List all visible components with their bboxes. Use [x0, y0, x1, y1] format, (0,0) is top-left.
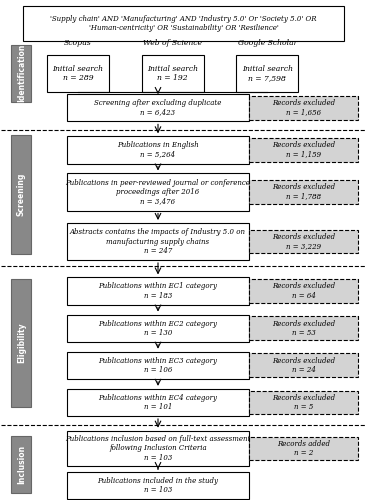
FancyBboxPatch shape — [142, 54, 204, 92]
FancyBboxPatch shape — [11, 278, 32, 407]
Text: Publications within EC2 category
n = 130: Publications within EC2 category n = 130 — [98, 320, 218, 337]
Text: Inclusion: Inclusion — [17, 444, 26, 484]
FancyBboxPatch shape — [67, 94, 249, 122]
FancyBboxPatch shape — [67, 472, 249, 499]
Text: Records added
n = 2: Records added n = 2 — [277, 440, 330, 457]
FancyBboxPatch shape — [11, 44, 32, 102]
FancyBboxPatch shape — [249, 436, 358, 460]
FancyBboxPatch shape — [249, 390, 358, 414]
FancyBboxPatch shape — [11, 135, 32, 254]
Text: Publications included in the study
n = 103: Publications included in the study n = 1… — [98, 477, 218, 494]
FancyBboxPatch shape — [236, 54, 298, 92]
FancyBboxPatch shape — [67, 314, 249, 342]
FancyBboxPatch shape — [23, 6, 344, 41]
FancyBboxPatch shape — [249, 96, 358, 120]
FancyBboxPatch shape — [67, 136, 249, 164]
FancyBboxPatch shape — [67, 223, 249, 260]
Text: Records excluded
n = 64: Records excluded n = 64 — [272, 282, 335, 300]
Text: Publications within EC1 category
n = 183: Publications within EC1 category n = 183 — [98, 282, 218, 300]
FancyBboxPatch shape — [47, 54, 109, 92]
Text: Records excluded
n = 5: Records excluded n = 5 — [272, 394, 335, 411]
FancyBboxPatch shape — [249, 180, 358, 204]
FancyBboxPatch shape — [67, 430, 249, 466]
FancyBboxPatch shape — [249, 354, 358, 377]
Text: Web of Science: Web of Science — [143, 39, 202, 47]
Text: Initial search
n = 7,598: Initial search n = 7,598 — [242, 64, 293, 82]
FancyBboxPatch shape — [67, 174, 249, 210]
Text: Records excluded
n = 1,788: Records excluded n = 1,788 — [272, 184, 335, 200]
Text: Records excluded
n = 24: Records excluded n = 24 — [272, 356, 335, 374]
Text: Google Scholar: Google Scholar — [238, 39, 297, 47]
Text: Publications within EC3 category
n = 106: Publications within EC3 category n = 106 — [98, 356, 218, 374]
Text: Publications in English
n = 5,264: Publications in English n = 5,264 — [117, 142, 199, 158]
Text: Initial search
n = 192: Initial search n = 192 — [147, 64, 198, 82]
Text: Records excluded
n = 1,656: Records excluded n = 1,656 — [272, 99, 335, 116]
FancyBboxPatch shape — [249, 279, 358, 303]
Text: Identification: Identification — [17, 44, 26, 102]
Text: Screening: Screening — [17, 173, 26, 216]
Text: Publications within EC4 category
n = 101: Publications within EC4 category n = 101 — [98, 394, 218, 411]
Text: Publications inclusion based on full-text assessment
following Inclusion Criteri: Publications inclusion based on full-tex… — [65, 436, 251, 462]
FancyBboxPatch shape — [249, 316, 358, 340]
Text: Records excluded
n = 1,159: Records excluded n = 1,159 — [272, 142, 335, 158]
FancyBboxPatch shape — [67, 352, 249, 379]
FancyBboxPatch shape — [67, 389, 249, 416]
Text: Records excluded
n = 53: Records excluded n = 53 — [272, 320, 335, 337]
Text: Records excluded
n = 3,229: Records excluded n = 3,229 — [272, 233, 335, 250]
Text: Abstracts contains the impacts of Industry 5.0 on
manufacturing supply chains
n : Abstracts contains the impacts of Indust… — [70, 228, 246, 254]
FancyBboxPatch shape — [249, 230, 358, 254]
Text: Scopus: Scopus — [64, 39, 92, 47]
Text: Eligibility: Eligibility — [17, 322, 26, 364]
Text: 'Supply chain' AND 'Manufacturing' AND 'Industry 5.0' Or 'Society 5.0' OR
'Human: 'Supply chain' AND 'Manufacturing' AND '… — [50, 15, 317, 32]
Text: Initial search
n = 289: Initial search n = 289 — [52, 64, 103, 82]
Text: Publications in peer-reviewed journal or conference
proceedings after 2016
n = 3: Publications in peer-reviewed journal or… — [66, 179, 250, 205]
FancyBboxPatch shape — [249, 138, 358, 162]
FancyBboxPatch shape — [67, 278, 249, 304]
Text: Screening after excluding duplicate
n = 6,423: Screening after excluding duplicate n = … — [94, 99, 222, 116]
FancyBboxPatch shape — [11, 436, 32, 493]
